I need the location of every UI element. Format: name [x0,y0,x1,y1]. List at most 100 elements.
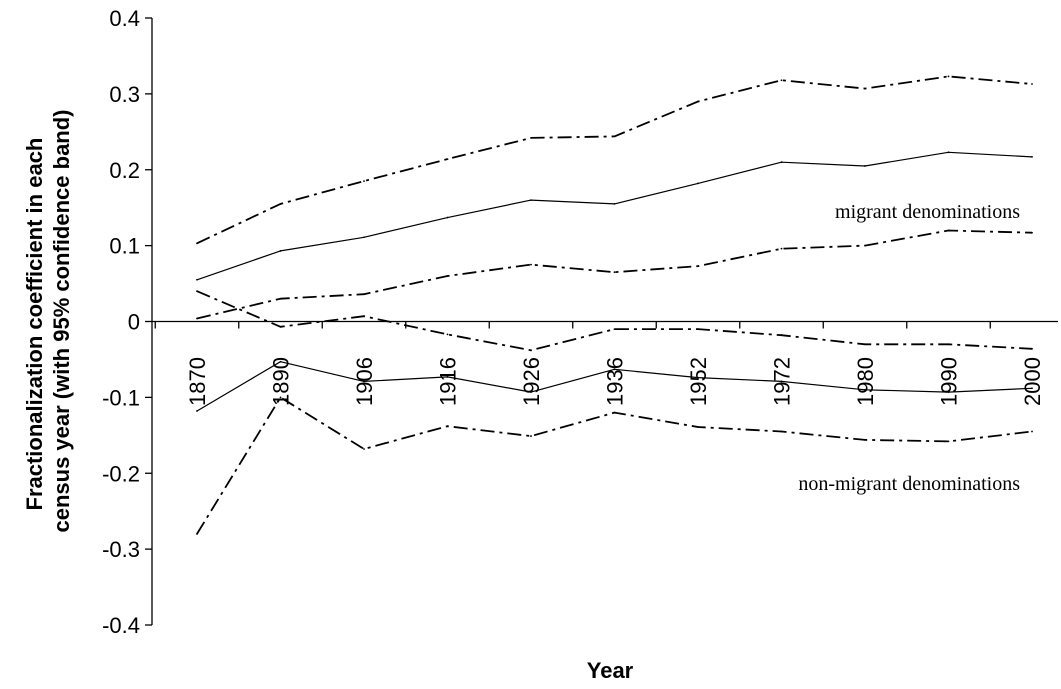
data-point-non-migrant-lower [363,448,365,450]
data-point-non-migrant-upper [864,343,866,346]
series-migrant-lower [196,229,1033,320]
x-tick-label: 1936 [603,357,628,406]
data-point-non-migrant-estimate [363,380,365,383]
data-point-non-migrant-estimate [947,391,950,393]
data-point-non-migrant-upper [1031,347,1033,350]
data-point-migrant-lower [279,297,282,300]
data-point-migrant-estimate [613,202,616,205]
data-point-non-migrant-estimate [613,368,616,371]
annotation-non-migrant: non-migrant denominations [798,473,1020,495]
data-point-migrant-upper [530,136,532,139]
annotation-migrant: migrant denominations [835,201,1020,223]
x-tick-label: 2000 [1020,357,1045,406]
y-tick-label: 0.1 [109,234,140,259]
y-tick-label: 0.3 [109,82,140,107]
data-point-migrant-lower [697,265,699,268]
x-axis-title: Year [587,658,634,683]
data-point-non-migrant-upper [363,315,365,318]
data-point-migrant-estimate [1031,155,1033,158]
x-tick-label: 1972 [770,357,795,406]
data-point-non-migrant-upper [446,333,449,336]
data-point-non-migrant-upper [613,328,616,330]
x-tick-label: 1952 [686,357,711,406]
data-point-migrant-estimate [446,216,449,219]
data-point-non-migrant-lower [864,438,866,441]
data-point-non-migrant-upper [947,343,950,346]
y-tick-label: -0.2 [102,461,140,486]
data-point-non-migrant-lower [530,435,532,437]
data-point-non-migrant-lower [780,430,783,433]
y-tick-label: 0.2 [109,158,140,183]
data-point-migrant-lower [864,244,866,247]
series-non-migrant-lower [196,396,1033,535]
data-point-migrant-estimate [864,165,866,167]
data-point-non-migrant-lower [196,533,198,535]
data-point-migrant-estimate [279,250,282,252]
data-point-migrant-upper [1031,83,1033,85]
y-axis: 0.4 0.3 0.2 0.1 0 -0.1 -0.2 -0.3 -0.4 [102,6,153,638]
x-axis [152,320,1058,329]
data-point-migrant-estimate [697,182,699,185]
data-point-non-migrant-lower [1031,430,1033,433]
y-tick-label: -0.3 [102,537,140,562]
data-point-migrant-upper [780,79,783,82]
data-point-non-migrant-lower [613,411,616,414]
x-tick-label: 1870 [185,357,210,406]
data-point-migrant-estimate [947,151,950,154]
data-point-migrant-estimate [780,161,783,164]
y-tick-label: -0.4 [102,613,140,638]
y-tick-label: -0.1 [102,385,140,410]
data-point-migrant-lower [947,229,950,232]
data-point-migrant-upper [697,100,699,103]
y-tick-label: 0.4 [109,6,140,31]
x-tick-label: 1916 [436,357,461,406]
x-tick-labels: 1870 1890 1906 1916 1926 1936 1952 1972 1980 1990… [185,357,1045,406]
data-point-non-migrant-upper [196,290,198,293]
data-point-migrant-upper [613,135,616,138]
data-point-non-migrant-estimate [530,391,532,393]
data-point-non-migrant-estimate [196,410,198,412]
data-point-migrant-lower [780,247,783,250]
x-tick-label: 1926 [519,357,544,406]
data-point-migrant-upper [446,158,449,161]
data-point-migrant-lower [613,271,616,274]
data-point-non-migrant-lower [446,425,449,428]
data-point-migrant-upper [864,87,866,90]
x-tick-label: 1980 [853,357,878,406]
data-point-non-migrant-lower [947,440,950,443]
data-point-non-migrant-lower [279,396,282,399]
data-point-non-migrant-estimate [697,376,699,379]
data-point-migrant-upper [196,242,198,245]
data-point-non-migrant-lower [697,426,699,428]
x-tick-label: 1990 [937,357,962,406]
data-point-non-migrant-upper [279,325,282,328]
data-point-migrant-upper [279,202,282,205]
data-point-migrant-upper [947,75,950,78]
data-point-non-migrant-estimate [780,380,783,383]
data-point-migrant-estimate [196,278,198,281]
data-point-migrant-lower [446,275,449,277]
data-point-non-migrant-upper [530,349,532,352]
x-tick-label: 1906 [352,357,377,406]
data-point-migrant-lower [1031,231,1033,234]
data-point-non-migrant-estimate [1031,387,1033,390]
data-point-migrant-upper [363,180,365,183]
x-tick-label: 1890 [269,357,294,406]
series-non-migrant-upper [196,290,1033,352]
data-point-non-migrant-estimate [279,360,282,363]
data-point-migrant-lower [363,293,365,296]
data-point-non-migrant-estimate [446,375,449,378]
plot-series [196,75,1033,535]
data-point-migrant-estimate [363,236,365,239]
data-point-migrant-estimate [530,199,532,202]
y-axis-title-line-1: Fractionalization coefficient in each [22,138,47,511]
data-point-migrant-lower [196,317,198,320]
y-axis-title: Fractionalization coefficient in each ce… [22,109,74,532]
y-axis-title-line-2: census year (with 95% confidence band) [49,109,74,532]
y-tick-label: 0 [128,310,140,335]
data-point-non-migrant-upper [780,334,783,337]
data-point-migrant-lower [530,263,532,266]
data-point-non-migrant-estimate [864,388,866,391]
data-point-non-migrant-upper [697,328,699,330]
